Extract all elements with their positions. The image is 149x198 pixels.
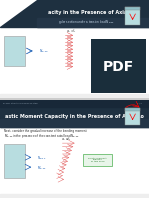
Polygon shape — [0, 0, 37, 28]
Bar — [37, 18, 149, 28]
Bar — [0, 194, 149, 198]
Bar — [125, 108, 140, 111]
Bar — [4, 36, 25, 66]
Text: EFNRC Structural Design of Steel: EFNRC Structural Design of Steel — [3, 103, 38, 104]
Text: acity in the Presence of Axial Lo: acity in the Presence of Axial Lo — [48, 10, 137, 15]
Bar — [0, 100, 149, 128]
Text: $\sigma_{pl} \leq f_y$: $\sigma_{pl} \leq f_y$ — [61, 135, 72, 142]
Bar — [0, 0, 149, 28]
Text: $M_{pl,Ed}$ in the presence of the constant axial load $N_{pl,Ed}$: $M_{pl,Ed}$ in the presence of the const… — [4, 132, 80, 140]
Text: gular section under a tension load $N_{pl,Ed}$: gular section under a tension load $N_{p… — [58, 19, 115, 26]
Text: $M_{pl,Ed}$: $M_{pl,Ed}$ — [37, 164, 47, 170]
Text: astic Moment Capacity in the Presence of Axial Lo: astic Moment Capacity in the Presence of… — [5, 114, 144, 119]
Text: PDF: PDF — [103, 60, 134, 74]
Text: Plastic moment
capacity
in this zone: Plastic moment capacity in this zone — [88, 158, 107, 162]
Text: 9 / 3: 9 / 3 — [137, 103, 142, 104]
Bar — [125, 108, 140, 125]
Bar — [91, 39, 146, 93]
Text: $N_{pl,Ed}$: $N_{pl,Ed}$ — [37, 154, 46, 161]
Bar — [83, 154, 112, 166]
Bar — [0, 119, 149, 128]
Bar — [0, 94, 149, 98]
Text: $N_{pl,Ed}$: $N_{pl,Ed}$ — [39, 48, 49, 54]
Bar — [125, 7, 140, 25]
Bar — [0, 100, 149, 107]
Bar — [125, 7, 140, 10]
Text: $\sigma_{pl} = f_y$: $\sigma_{pl} = f_y$ — [66, 27, 77, 34]
Text: Next, consider the gradual increase of the bending moment: Next, consider the gradual increase of t… — [4, 129, 87, 133]
Bar — [4, 144, 25, 178]
